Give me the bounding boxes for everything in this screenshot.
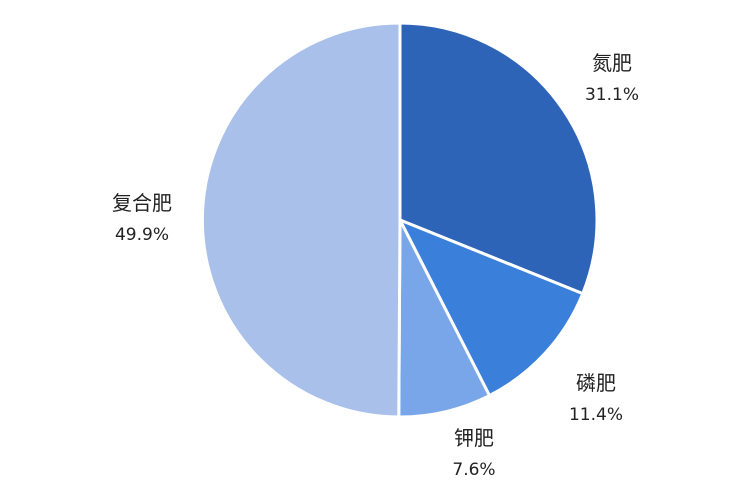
- label-phosphate-name: 磷肥: [576, 371, 616, 395]
- label-potash-name: 钾肥: [454, 426, 494, 450]
- label-compound-value: 49.9%: [115, 225, 169, 245]
- label-compound-name: 复合肥: [112, 191, 172, 215]
- pie-labels: 氮肥 31.1% 磷肥 11.4% 钾肥 7.6% 复合肥 49.9%: [112, 51, 639, 480]
- label-potash-value: 7.6%: [452, 460, 495, 480]
- slice-potash: [397, 218, 491, 419]
- slice-phosphate: [398, 218, 585, 398]
- label-nitrogen-value: 31.1%: [585, 85, 639, 105]
- label-nitrogen-name: 氮肥: [592, 51, 632, 75]
- slice-compound: [200, 21, 402, 419]
- pie-slices: [200, 21, 599, 419]
- label-phosphate-value: 11.4%: [569, 405, 623, 425]
- slice-nitrogen: [398, 21, 599, 296]
